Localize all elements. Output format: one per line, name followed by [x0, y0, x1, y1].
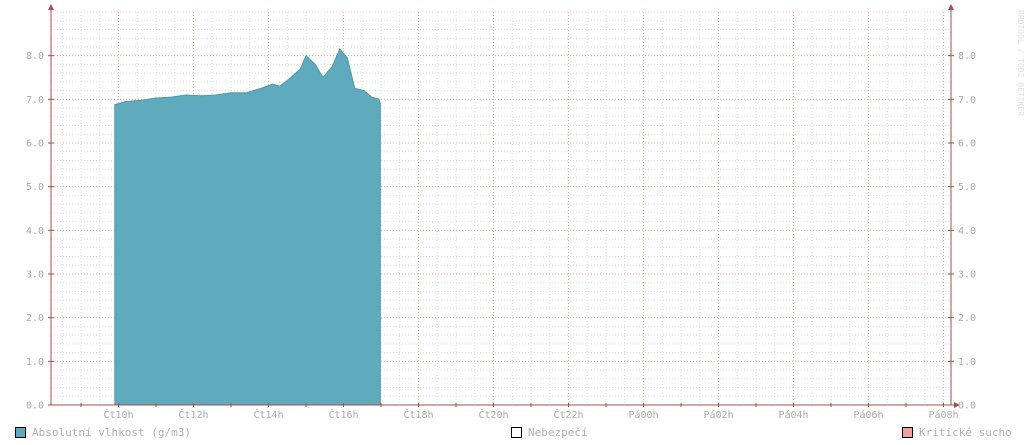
legend-item-absolute-humidity: Absolutní vlhkost (g/m3) — [15, 424, 191, 440]
legend-item-critical-drought: Kritické sucho — [902, 424, 1012, 440]
x-axis-arrow — [954, 402, 960, 408]
y-tick-label-right: 0.0 — [958, 401, 976, 412]
y-tick-label-left: 5.0 — [26, 182, 44, 193]
y-tick-label-right: 3.0 — [958, 270, 976, 281]
x-tick-label: Pá04h — [778, 409, 808, 421]
rrdtool-watermark: RRDTOOL / TOBI OETIKER — [1016, 10, 1025, 116]
y-tick-label-left: 8.0 — [26, 51, 44, 62]
x-tick-label: Čt18h — [403, 408, 433, 421]
x-tick-label: Čt22h — [553, 408, 583, 421]
y-tick-label-right: 2.0 — [958, 313, 976, 324]
y-tick-label-left: 1.0 — [26, 357, 44, 368]
y-tick-label-right: 8.0 — [958, 51, 976, 62]
legend-swatch-absolute-humidity — [15, 426, 26, 438]
legend-swatch-critical-drought — [902, 426, 913, 438]
area-series-0 — [114, 48, 381, 406]
x-tick-label: Čt10h — [103, 408, 133, 421]
y-tick-label-left: 2.0 — [26, 313, 44, 324]
x-tick-label: Pá00h — [628, 409, 658, 421]
y-axis-left-arrow — [48, 4, 54, 10]
x-tick-label: Čt20h — [478, 408, 508, 421]
x-tick-label: Pá02h — [703, 409, 733, 421]
y-tick-label-left: 0.0 — [26, 401, 44, 412]
y-tick-label-right: 6.0 — [958, 139, 976, 150]
y-tick-label-right: 4.0 — [958, 226, 976, 237]
x-tick-label: Čt14h — [253, 408, 283, 421]
y-tick-label-left: 7.0 — [26, 95, 44, 106]
y-tick-label-right: 7.0 — [958, 95, 976, 106]
legend-item-danger: Nebezpečí — [511, 424, 588, 440]
legend-swatch-danger — [511, 426, 522, 438]
y-tick-label-right: 1.0 — [958, 357, 976, 368]
y-tick-label-right: 5.0 — [958, 182, 976, 193]
y-tick-label-left: 4.0 — [26, 226, 44, 237]
legend-label-danger: Nebezpečí — [528, 425, 588, 439]
x-tick-label: Pá08h — [928, 409, 958, 421]
legend-label-absolute-humidity: Absolutní vlhkost (g/m3) — [32, 425, 191, 439]
legend-label-critical-drought: Kritické sucho — [919, 425, 1012, 439]
x-tick-label: Pá06h — [853, 409, 883, 421]
x-tick-label: Čt16h — [328, 408, 358, 421]
y-tick-label-left: 3.0 — [26, 270, 44, 281]
x-tick-label: Čt12h — [178, 408, 208, 421]
y-axis-right-arrow — [948, 4, 954, 10]
y-tick-label-left: 6.0 — [26, 139, 44, 150]
